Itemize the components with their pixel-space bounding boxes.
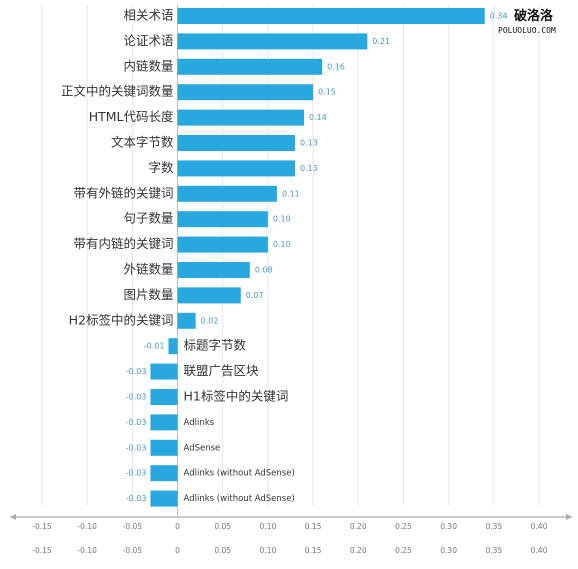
x-tick-label: 0.10: [260, 522, 277, 531]
x-tick-label: 0.40: [531, 546, 548, 555]
category-label: 标题字节数: [184, 338, 247, 353]
x-tick-label: 0.15: [305, 546, 322, 555]
value-label: 0.08: [255, 266, 273, 275]
axis-arrow-left: [10, 514, 16, 520]
bar: [177, 287, 241, 304]
x-tick-label: -0.15: [32, 522, 52, 531]
value-label: 0.21: [372, 37, 390, 46]
bar: [177, 262, 250, 278]
bar: [177, 8, 485, 24]
bar: [150, 363, 178, 380]
value-labels: 0.34 0.21 0.16 0.15 0.14 0.13 0.13 0.11 0.10 0.10…: [126, 12, 508, 504]
watermark: 破洛洛 POLUOLUO.COM: [498, 8, 556, 35]
x-tick-label: 0.35: [485, 546, 502, 555]
category-label: HTML代码长度: [89, 109, 174, 124]
x-tick-label: 0.35: [485, 522, 502, 531]
value-label: -0.01: [144, 342, 165, 351]
x-tick-label: 0.15: [305, 522, 322, 531]
category-label: 带有外链的关键词: [74, 185, 174, 200]
bar: [177, 33, 368, 50]
bar: [177, 135, 296, 151]
value-label: 0.07: [246, 291, 264, 300]
bar: [177, 236, 268, 253]
category-label: Adlinks (without AdSense): [184, 494, 295, 504]
x-tick-label: 0.10: [260, 546, 277, 555]
value-label: -0.03: [126, 443, 147, 452]
x-tick-label: 0.30: [440, 522, 457, 531]
bar: [177, 109, 305, 126]
value-label: 0.10: [273, 215, 291, 224]
watermark-name: 破洛洛: [514, 8, 554, 24]
x-tick-label: 0.40: [531, 522, 548, 531]
value-label: 0.02: [201, 316, 219, 325]
bar: [168, 338, 178, 355]
bar: [150, 389, 178, 405]
category-label: 相关术语: [124, 8, 174, 23]
x-tick-label: 0.20: [350, 546, 367, 555]
x-tick-label: -0.15: [32, 546, 52, 555]
value-label: -0.03: [126, 367, 147, 376]
category-label: Adlinks: [184, 418, 215, 428]
x-tick-label: 0: [175, 522, 180, 531]
watermark-site: POLUOLUO.COM: [498, 26, 556, 35]
value-label: 0.16: [327, 62, 345, 71]
value-label: 0.13: [300, 164, 318, 173]
bar: [177, 160, 296, 177]
category-label: 带有内链的关键词: [74, 236, 174, 251]
x-axes: -0.15 -0.10 -0.05 0 0.05 0.10 0.15 0.20 0.25 0.30…: [10, 514, 572, 555]
x-tick-label: 0.20: [350, 522, 367, 531]
category-label: 文本字节数: [111, 135, 174, 150]
x-tick-label: 0.05: [214, 522, 231, 531]
value-label: 0.34: [490, 12, 508, 21]
x-tick-label: -0.10: [77, 546, 97, 555]
category-label: H2标签中的关键词: [69, 312, 174, 327]
x-tick-label: 0.05: [214, 546, 231, 555]
bar: [177, 312, 196, 329]
x-tick-label: 0: [175, 546, 180, 555]
bars: [150, 8, 485, 507]
value-label: 0.13: [300, 139, 318, 148]
x-tick-label: -0.10: [77, 522, 97, 531]
value-label: -0.03: [126, 418, 147, 427]
category-label: 字数: [149, 160, 175, 175]
axis-arrow-right: [566, 514, 572, 520]
category-label: 联盟广告区块: [184, 363, 260, 378]
bar: [150, 414, 178, 431]
bar: [150, 439, 178, 456]
value-label: -0.03: [126, 494, 147, 503]
category-label: H1标签中的关键词: [184, 389, 289, 404]
category-label: 内链数量: [124, 58, 174, 73]
bar: [150, 465, 178, 482]
bar: [177, 211, 268, 228]
x-tick-label: -0.05: [123, 522, 143, 531]
category-label: 句子数量: [124, 211, 174, 226]
bar: [177, 58, 323, 75]
category-label: 外链数量: [124, 262, 174, 277]
value-label: 0.14: [309, 113, 327, 122]
x-tick-label: 0.25: [395, 522, 412, 531]
category-label: AdSense: [184, 443, 221, 453]
value-label: -0.03: [126, 393, 147, 402]
category-label: 正文中的关键词数量: [61, 84, 174, 99]
value-label: 0.11: [282, 189, 300, 198]
value-label: 0.10: [273, 240, 291, 249]
bar: [177, 84, 314, 101]
bar: [177, 185, 277, 202]
x-tick-label: 0.25: [395, 546, 412, 555]
gridlines: [41, 5, 540, 517]
category-label: Adlinks (without AdSense): [184, 469, 295, 479]
category-label: 论证术语: [124, 33, 174, 48]
value-label: 0.15: [318, 88, 336, 97]
bar: [150, 490, 178, 507]
x-tick-label: -0.05: [123, 546, 143, 555]
value-label: -0.03: [126, 469, 147, 478]
x-tick-label: 0.30: [440, 546, 457, 555]
category-label: 图片数量: [124, 287, 174, 302]
